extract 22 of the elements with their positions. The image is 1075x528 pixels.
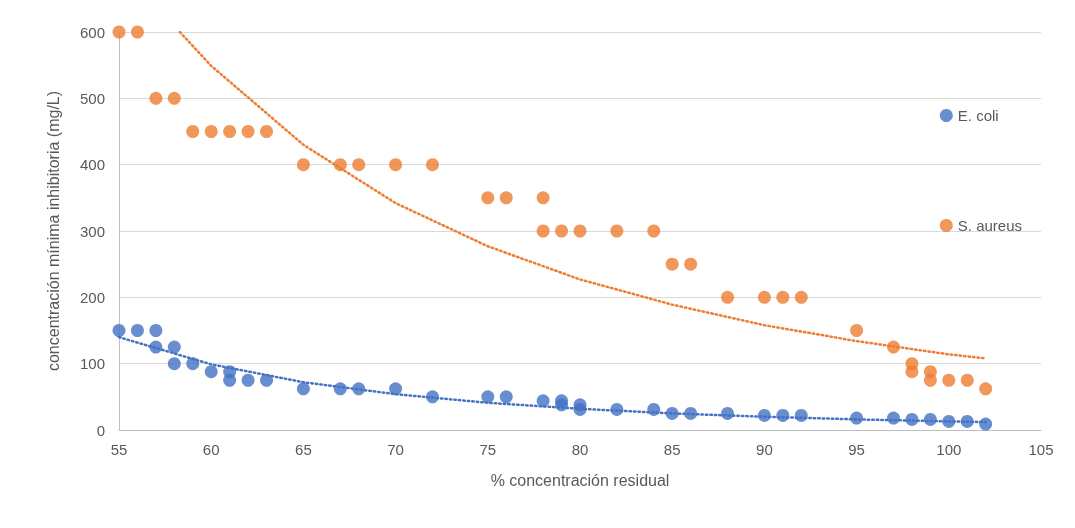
legend-label: S. aureus (957, 217, 1023, 234)
y-tick-label: 500 (79, 89, 105, 107)
x-tick-label: 105 (1028, 441, 1054, 458)
x-axis-title: % concentración residual (490, 471, 670, 489)
x-tick-label: 65 (295, 441, 312, 458)
y-tick-label: 100 (79, 355, 105, 373)
x-tick-label: 80 (571, 441, 589, 458)
legend-label: E. coli (957, 107, 999, 124)
y-axis-title: concentración mínima inhibitoria (mg/L) (44, 90, 62, 372)
x-tick-label: 75 (479, 441, 497, 458)
x-tick-label: 90 (756, 441, 773, 458)
x-tick-label: 85 (663, 441, 681, 458)
y-tick-label: 600 (79, 23, 105, 41)
x-tick-label: 100 (936, 441, 962, 458)
x-tick-label: 60 (202, 441, 220, 458)
y-tick-label: 400 (79, 156, 105, 174)
x-tick-label: 55 (110, 441, 128, 458)
x-tick-label: 70 (387, 441, 404, 458)
x-tick-label: 95 (848, 441, 865, 458)
y-tick-label: 0 (96, 421, 105, 439)
y-tick-label: 200 (79, 288, 105, 306)
y-tick-label: 300 (79, 222, 105, 240)
